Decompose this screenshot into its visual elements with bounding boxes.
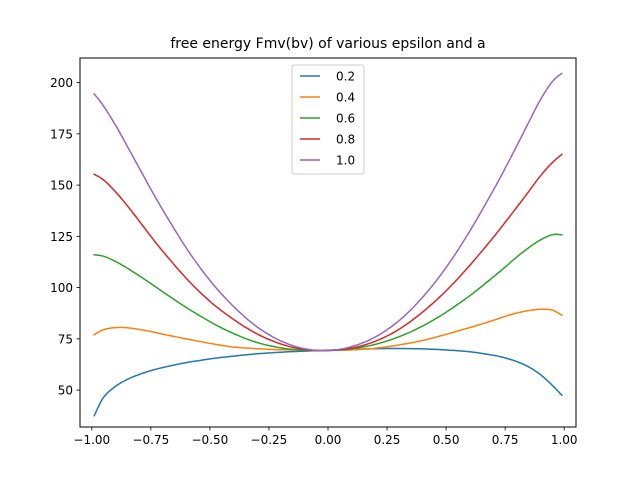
x-tick-label: −0.25 xyxy=(251,433,288,447)
x-tick-label: 0.25 xyxy=(374,433,401,447)
legend-label: 1.0 xyxy=(336,154,355,168)
x-tick-label: −1.00 xyxy=(73,433,110,447)
x-tick-label: 0.50 xyxy=(433,433,460,447)
legend-box xyxy=(291,64,365,175)
x-tick-label: 0.75 xyxy=(492,433,519,447)
legend-label: 0.6 xyxy=(336,112,355,126)
x-tick-label: 1.00 xyxy=(551,433,578,447)
x-tick-label: −0.75 xyxy=(132,433,169,447)
legend-label: 0.4 xyxy=(336,91,355,105)
y-tick-label: 175 xyxy=(50,127,73,141)
y-axis: 50 75 100 125 150 175 200 xyxy=(50,76,80,398)
y-tick-label: 200 xyxy=(50,76,73,90)
y-tick-label: 125 xyxy=(50,230,73,244)
y-tick-label: 100 xyxy=(50,281,73,295)
legend-label: 0.2 xyxy=(336,70,355,84)
x-axis: −1.00 −0.75 −0.50 −0.25 0.00 0.25 0.50 0.75 1.00 xyxy=(73,427,578,447)
x-tick-label: 0.00 xyxy=(315,433,342,447)
y-tick-label: 50 xyxy=(58,384,73,398)
legend-label: 0.8 xyxy=(336,133,355,147)
y-tick-label: 150 xyxy=(50,179,73,193)
series-line-4 xyxy=(93,72,563,352)
y-tick-label: 75 xyxy=(58,332,73,346)
chart-title: free energy Fmv(bv) of various epsilon a… xyxy=(170,36,485,52)
series-layer xyxy=(93,72,563,417)
legend: 0.2 0.4 0.6 0.8 1.0 xyxy=(291,64,365,175)
x-tick-label: −0.50 xyxy=(192,433,229,447)
